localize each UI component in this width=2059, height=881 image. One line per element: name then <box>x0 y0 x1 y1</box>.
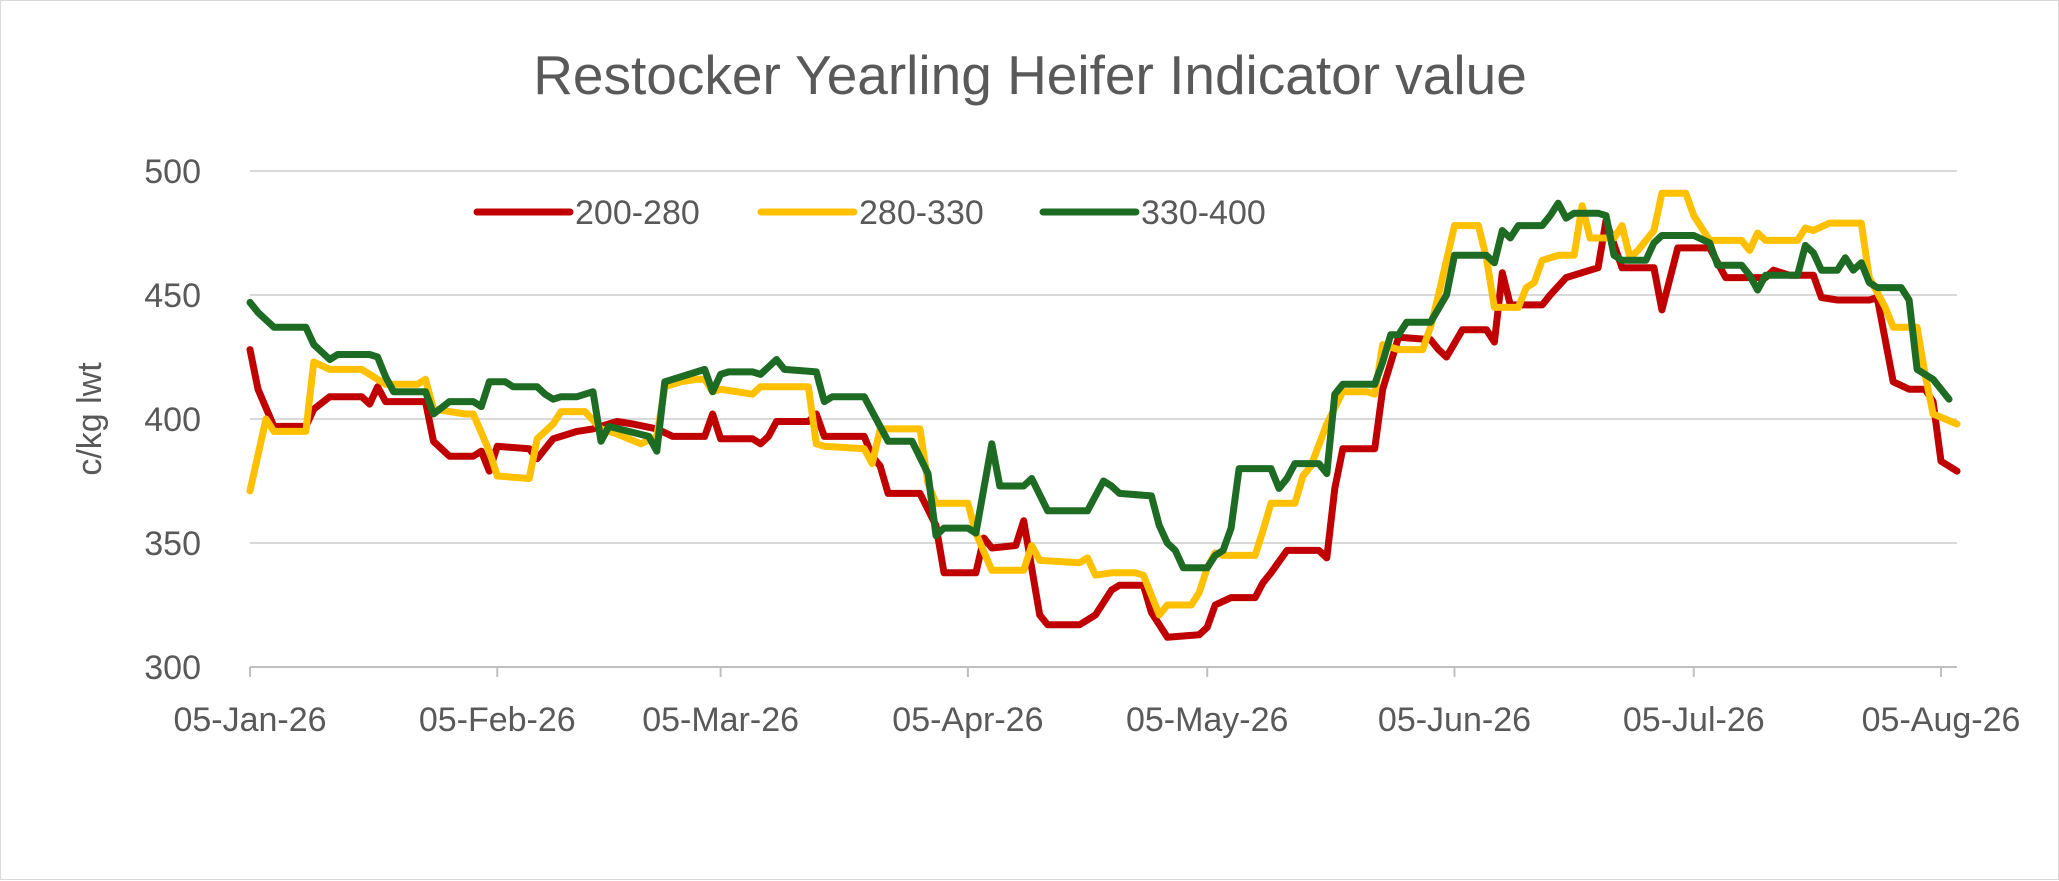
legend-label-200-280: 200-280 <box>575 194 700 232</box>
legend: 200-280 280-330 330-400 <box>473 194 1266 232</box>
x-tick-label: 05-Apr-26 <box>892 701 1043 739</box>
x-axis: 05-Jan-26 05-Feb-26 05-Mar-26 05-Apr-26 05-M… <box>173 666 2021 739</box>
chart-title: Restocker Yearling Heifer Indicator valu… <box>533 44 1527 106</box>
x-tick-label: 05-Jun-26 <box>1378 701 1531 739</box>
x-tick-label: 05-Jul-26 <box>1623 701 1765 739</box>
x-tick-label: 05-Feb-26 <box>419 701 576 739</box>
x-tick-label: 05-Mar-26 <box>642 701 799 739</box>
series-line-280-330 <box>246 189 1961 619</box>
y-tick-label: 400 <box>144 401 201 439</box>
x-tick-label: 05-Aug-26 <box>1862 701 2021 739</box>
legend-label-330-400: 330-400 <box>1141 194 1266 232</box>
gridlines <box>250 170 1957 544</box>
y-axis-label: c/kg lwt <box>71 362 109 476</box>
x-tick-label: 05-May-26 <box>1126 701 1289 739</box>
y-tick-label: 300 <box>144 649 201 687</box>
series-lines <box>246 189 1961 641</box>
series-line-330-400 <box>246 199 1953 572</box>
y-tick-label: 450 <box>144 277 201 315</box>
x-tick-label: 05-Jan-26 <box>173 701 326 739</box>
legend-label-280-330: 280-330 <box>859 194 984 232</box>
y-axis: 300 350 400 450 500 <box>144 153 201 687</box>
y-tick-label: 500 <box>144 153 201 191</box>
y-tick-label: 350 <box>144 525 201 563</box>
